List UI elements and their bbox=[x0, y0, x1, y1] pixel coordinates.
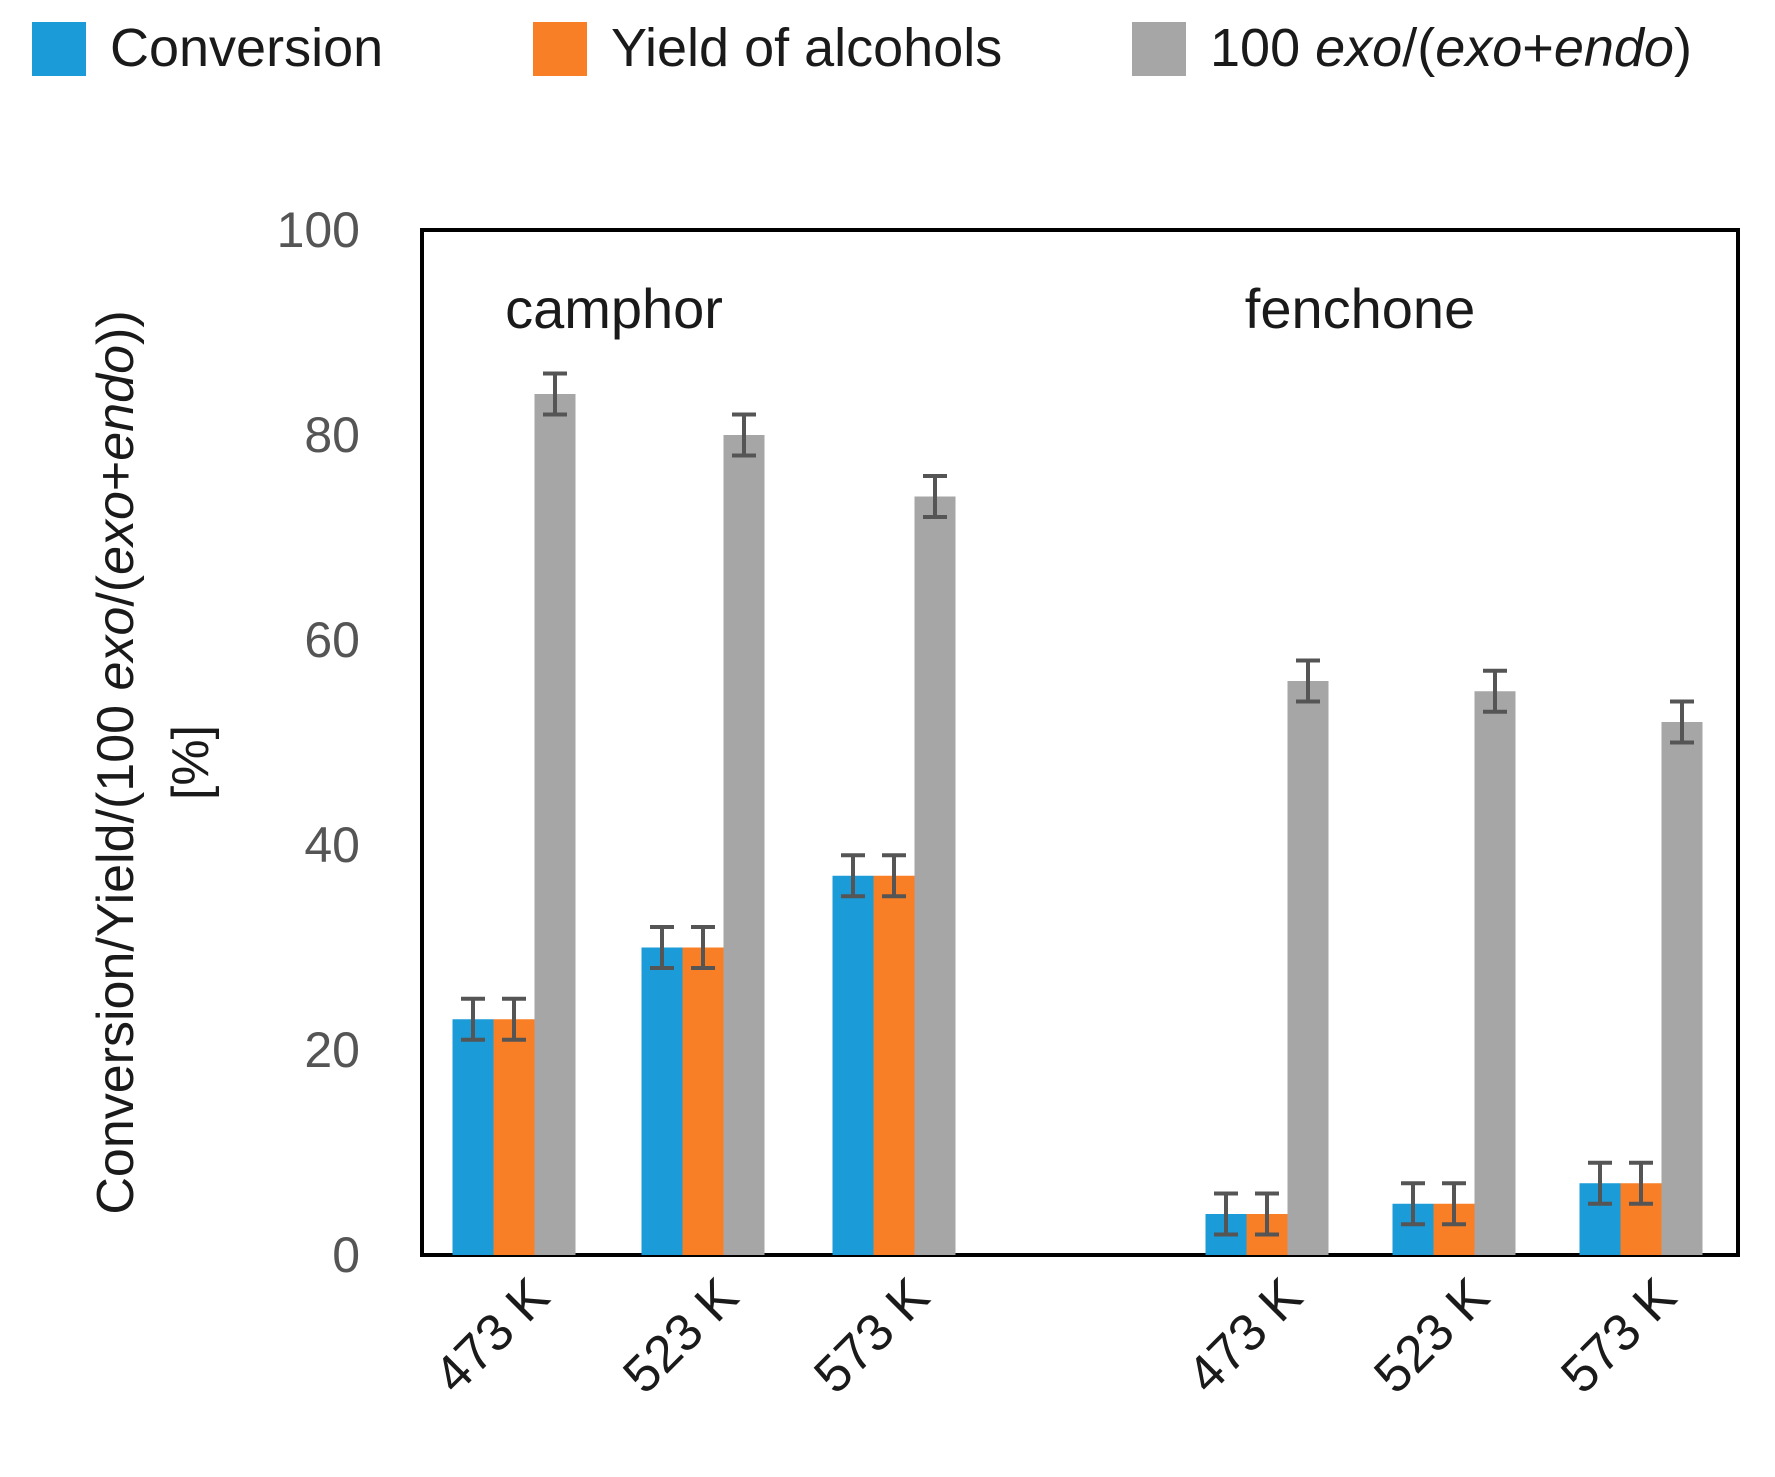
legend-label: Conversion bbox=[110, 18, 383, 78]
bar bbox=[534, 394, 576, 1255]
error-bar bbox=[1629, 1160, 1653, 1206]
x-category-label: 573 K bbox=[803, 1267, 940, 1404]
y-tick-label: 40 bbox=[304, 817, 360, 873]
legend: Conversion Yield of alcohols 100 exo/(exo+… bbox=[32, 18, 1692, 78]
error-bar bbox=[1401, 1181, 1425, 1227]
bar bbox=[873, 875, 915, 1255]
error-bar bbox=[923, 474, 947, 519]
error-bar bbox=[1296, 658, 1320, 704]
x-category-label: 473 K bbox=[1176, 1267, 1313, 1404]
error-bar bbox=[882, 853, 906, 899]
error-bar bbox=[543, 371, 567, 417]
plot-area: camphor fenchone bbox=[420, 228, 1740, 1257]
y-tick-label: 100 bbox=[277, 202, 360, 258]
x-category-label: 473 K bbox=[423, 1267, 560, 1404]
x-category-label: 573 K bbox=[1550, 1267, 1687, 1404]
error-bar bbox=[1442, 1181, 1466, 1227]
error-bar bbox=[1670, 699, 1694, 745]
bar bbox=[1287, 681, 1329, 1255]
legend-swatch bbox=[1132, 22, 1186, 76]
error-bar bbox=[502, 996, 526, 1042]
x-category-label: 523 K bbox=[1363, 1267, 1500, 1404]
bar bbox=[723, 435, 765, 1255]
error-bar bbox=[841, 853, 865, 899]
bar bbox=[452, 1019, 494, 1255]
bar bbox=[682, 947, 724, 1255]
bar bbox=[641, 947, 683, 1255]
legend-label: 100 exo/(exo+endo) bbox=[1210, 18, 1692, 78]
error-bar bbox=[650, 925, 674, 970]
y-tick-label: 20 bbox=[304, 1022, 360, 1078]
y-tick-label: 0 bbox=[332, 1227, 360, 1283]
bar bbox=[1661, 722, 1703, 1255]
error-bar bbox=[1214, 1191, 1238, 1237]
error-bar bbox=[461, 996, 485, 1042]
bar bbox=[914, 496, 956, 1255]
bar bbox=[1474, 691, 1516, 1255]
y-tick-label: 80 bbox=[304, 407, 360, 463]
error-bar bbox=[732, 412, 756, 458]
legend-swatch bbox=[32, 22, 86, 76]
error-bar bbox=[1588, 1160, 1612, 1206]
y-tick-label: 60 bbox=[304, 612, 360, 668]
legend-swatch bbox=[533, 22, 587, 76]
plot-frame bbox=[420, 228, 1740, 1257]
error-bar bbox=[691, 925, 715, 970]
error-bar bbox=[1255, 1191, 1279, 1237]
legend-label: Yield of alcohols bbox=[611, 18, 1002, 78]
error-bar bbox=[1483, 668, 1507, 714]
y-axis-title: Conversion/Yield/(100 exo/(exo+endo)) [%] bbox=[87, 310, 220, 1214]
bar bbox=[493, 1019, 535, 1255]
y-axis-title-line1: Conversion/Yield/(100 exo/(exo+endo)) bbox=[87, 310, 145, 1214]
group-label: fenchone bbox=[1245, 277, 1475, 340]
x-category-label: 523 K bbox=[612, 1267, 749, 1404]
y-axis-ticks: 0 20 40 60 80 100 bbox=[277, 202, 360, 1283]
x-axis-categories: 473 K 523 K 573 K 473 K 523 K 573 K bbox=[423, 1267, 1687, 1404]
group-label: camphor bbox=[505, 277, 723, 340]
y-axis-title-line2: [%] bbox=[162, 725, 220, 800]
bar bbox=[832, 875, 874, 1255]
